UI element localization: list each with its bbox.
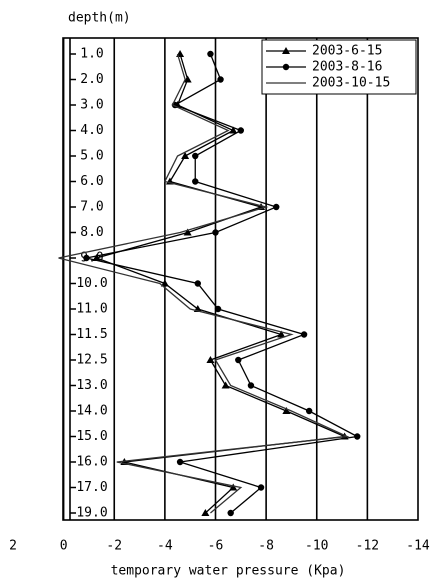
- x-tick-label: -8: [258, 539, 274, 554]
- point: [83, 254, 90, 262]
- point: [217, 76, 224, 83]
- legend-label: 2003-8-16: [312, 60, 382, 75]
- y-tick-label: 2.0: [80, 72, 103, 87]
- series-line: [58, 53, 350, 514]
- point: [273, 203, 280, 211]
- point: [257, 484, 265, 491]
- point: [194, 280, 201, 287]
- point: [160, 279, 169, 287]
- x-tick-label: 2: [9, 539, 17, 554]
- y-tick-label: 10.0: [76, 276, 107, 291]
- point: [235, 356, 242, 364]
- point: [176, 458, 184, 466]
- point: [181, 152, 190, 159]
- y-tick-label: 12.5: [76, 353, 107, 368]
- x-tick-label: -4: [157, 539, 173, 554]
- point: [176, 50, 185, 57]
- legend-marker: [282, 47, 290, 54]
- y-tick-label: 1.0: [80, 47, 103, 62]
- point: [237, 127, 245, 134]
- point: [183, 75, 192, 83]
- y-tick-label: 5.0: [80, 149, 103, 164]
- x-tick-label: -2: [106, 539, 122, 554]
- x-tick-label: -12: [356, 539, 379, 554]
- y-tick-label: 17.0: [76, 480, 107, 495]
- point: [192, 178, 199, 185]
- x-tick-label: 0: [60, 539, 68, 554]
- y-tick-label: 14.0: [76, 404, 107, 419]
- point: [305, 407, 313, 415]
- point: [183, 228, 192, 236]
- point: [282, 407, 291, 414]
- y-tick-label: 4.0: [80, 123, 103, 138]
- y-tick-label: 9.0: [80, 251, 103, 266]
- legend-label: 2003-10-15: [312, 76, 390, 91]
- y-tick-label: 19.0: [76, 506, 107, 521]
- point: [214, 305, 222, 313]
- y-tick-label: 16.0: [76, 455, 107, 470]
- point: [227, 509, 234, 517]
- point: [201, 509, 210, 516]
- point: [247, 382, 255, 389]
- y-tick-label: 7.0: [80, 200, 103, 215]
- point: [354, 433, 361, 440]
- point: [300, 331, 308, 338]
- point: [229, 483, 238, 491]
- point: [221, 381, 230, 389]
- x-axis-label: temporary water pressure (Kpa): [111, 564, 346, 579]
- y-tick-label: 8.0: [80, 225, 103, 240]
- y-tick-label: 13.0: [76, 378, 107, 393]
- x-tick-label: -10: [305, 539, 328, 554]
- point: [207, 50, 214, 58]
- chart-title: depth(m): [68, 11, 131, 26]
- legend-label: 2003-6-15: [312, 44, 382, 59]
- point: [212, 229, 219, 236]
- legend-marker: [282, 63, 290, 71]
- point: [192, 152, 199, 160]
- point: [277, 330, 286, 338]
- point: [229, 126, 238, 134]
- y-tick-label: 6.0: [80, 174, 103, 189]
- point: [206, 356, 215, 363]
- y-tick-label: 11.5: [76, 327, 107, 342]
- y-tick-label: 3.0: [80, 98, 103, 113]
- x-tick-label: -14: [406, 539, 430, 554]
- y-tick-label: 15.0: [76, 429, 107, 444]
- x-tick-label: -6: [208, 539, 224, 554]
- y-tick-label: 11.0: [76, 302, 107, 317]
